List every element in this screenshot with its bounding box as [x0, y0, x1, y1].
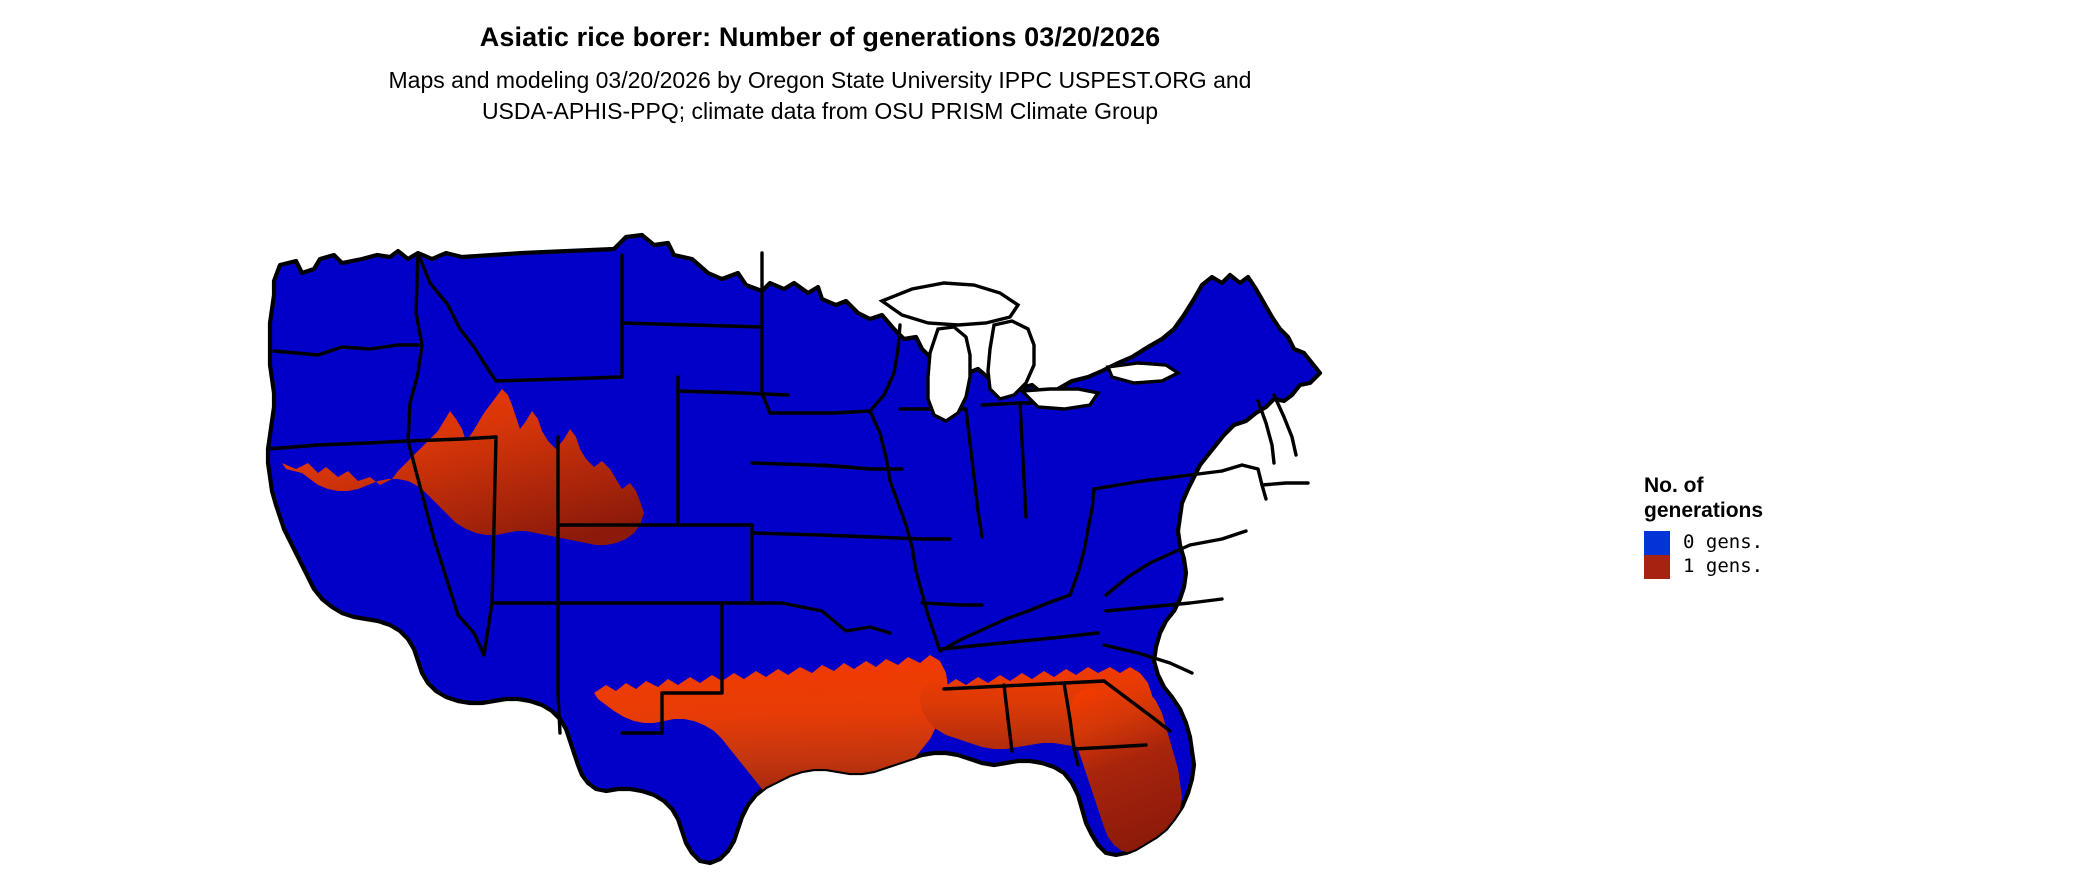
lake-michigan	[926, 325, 972, 423]
map-legend: No. of generations 0 gens. 1 gens.	[1644, 474, 1874, 579]
attribution-line-2: USDA-APHIS-PPQ; climate data from OSU PR…	[481, 97, 1159, 124]
region-southwest-one-gen	[282, 389, 644, 545]
us-generations-choropleth	[265, 232, 1323, 866]
lake-erie	[1018, 387, 1101, 411]
map-attribution: Maps and modeling 03/20/2026 by Oregon S…	[310, 65, 1330, 126]
legend-label-0-gens: 0 gens.	[1683, 531, 1764, 554]
great-lakes	[878, 281, 1182, 423]
lake-huron	[986, 319, 1036, 401]
attribution-line-1: Maps and modeling 03/20/2026 by Oregon S…	[388, 67, 1252, 94]
map-canvas	[222, 133, 1442, 873]
legend-item-1-gens[interactable]: 1 gens.	[1644, 554, 1874, 579]
region-florida-one-gen	[1070, 685, 1182, 853]
legend-swatch-1-gens	[1644, 554, 1670, 579]
legend-title: No. of generations	[1644, 474, 1764, 522]
map-header: Asiatic rice borer: Number of generation…	[0, 0, 1640, 126]
legend-item-0-gens[interactable]: 0 gens.	[1644, 530, 1874, 555]
legend-label-1-gens: 1 gens.	[1683, 555, 1764, 578]
lake-superior	[878, 281, 1021, 327]
lake-ontario	[1105, 361, 1182, 385]
legend-swatch-0-gens	[1644, 530, 1670, 555]
legend-item-list: 0 gens. 1 gens.	[1644, 530, 1874, 579]
page-title: Asiatic rice borer: Number of generation…	[479, 22, 1161, 52]
